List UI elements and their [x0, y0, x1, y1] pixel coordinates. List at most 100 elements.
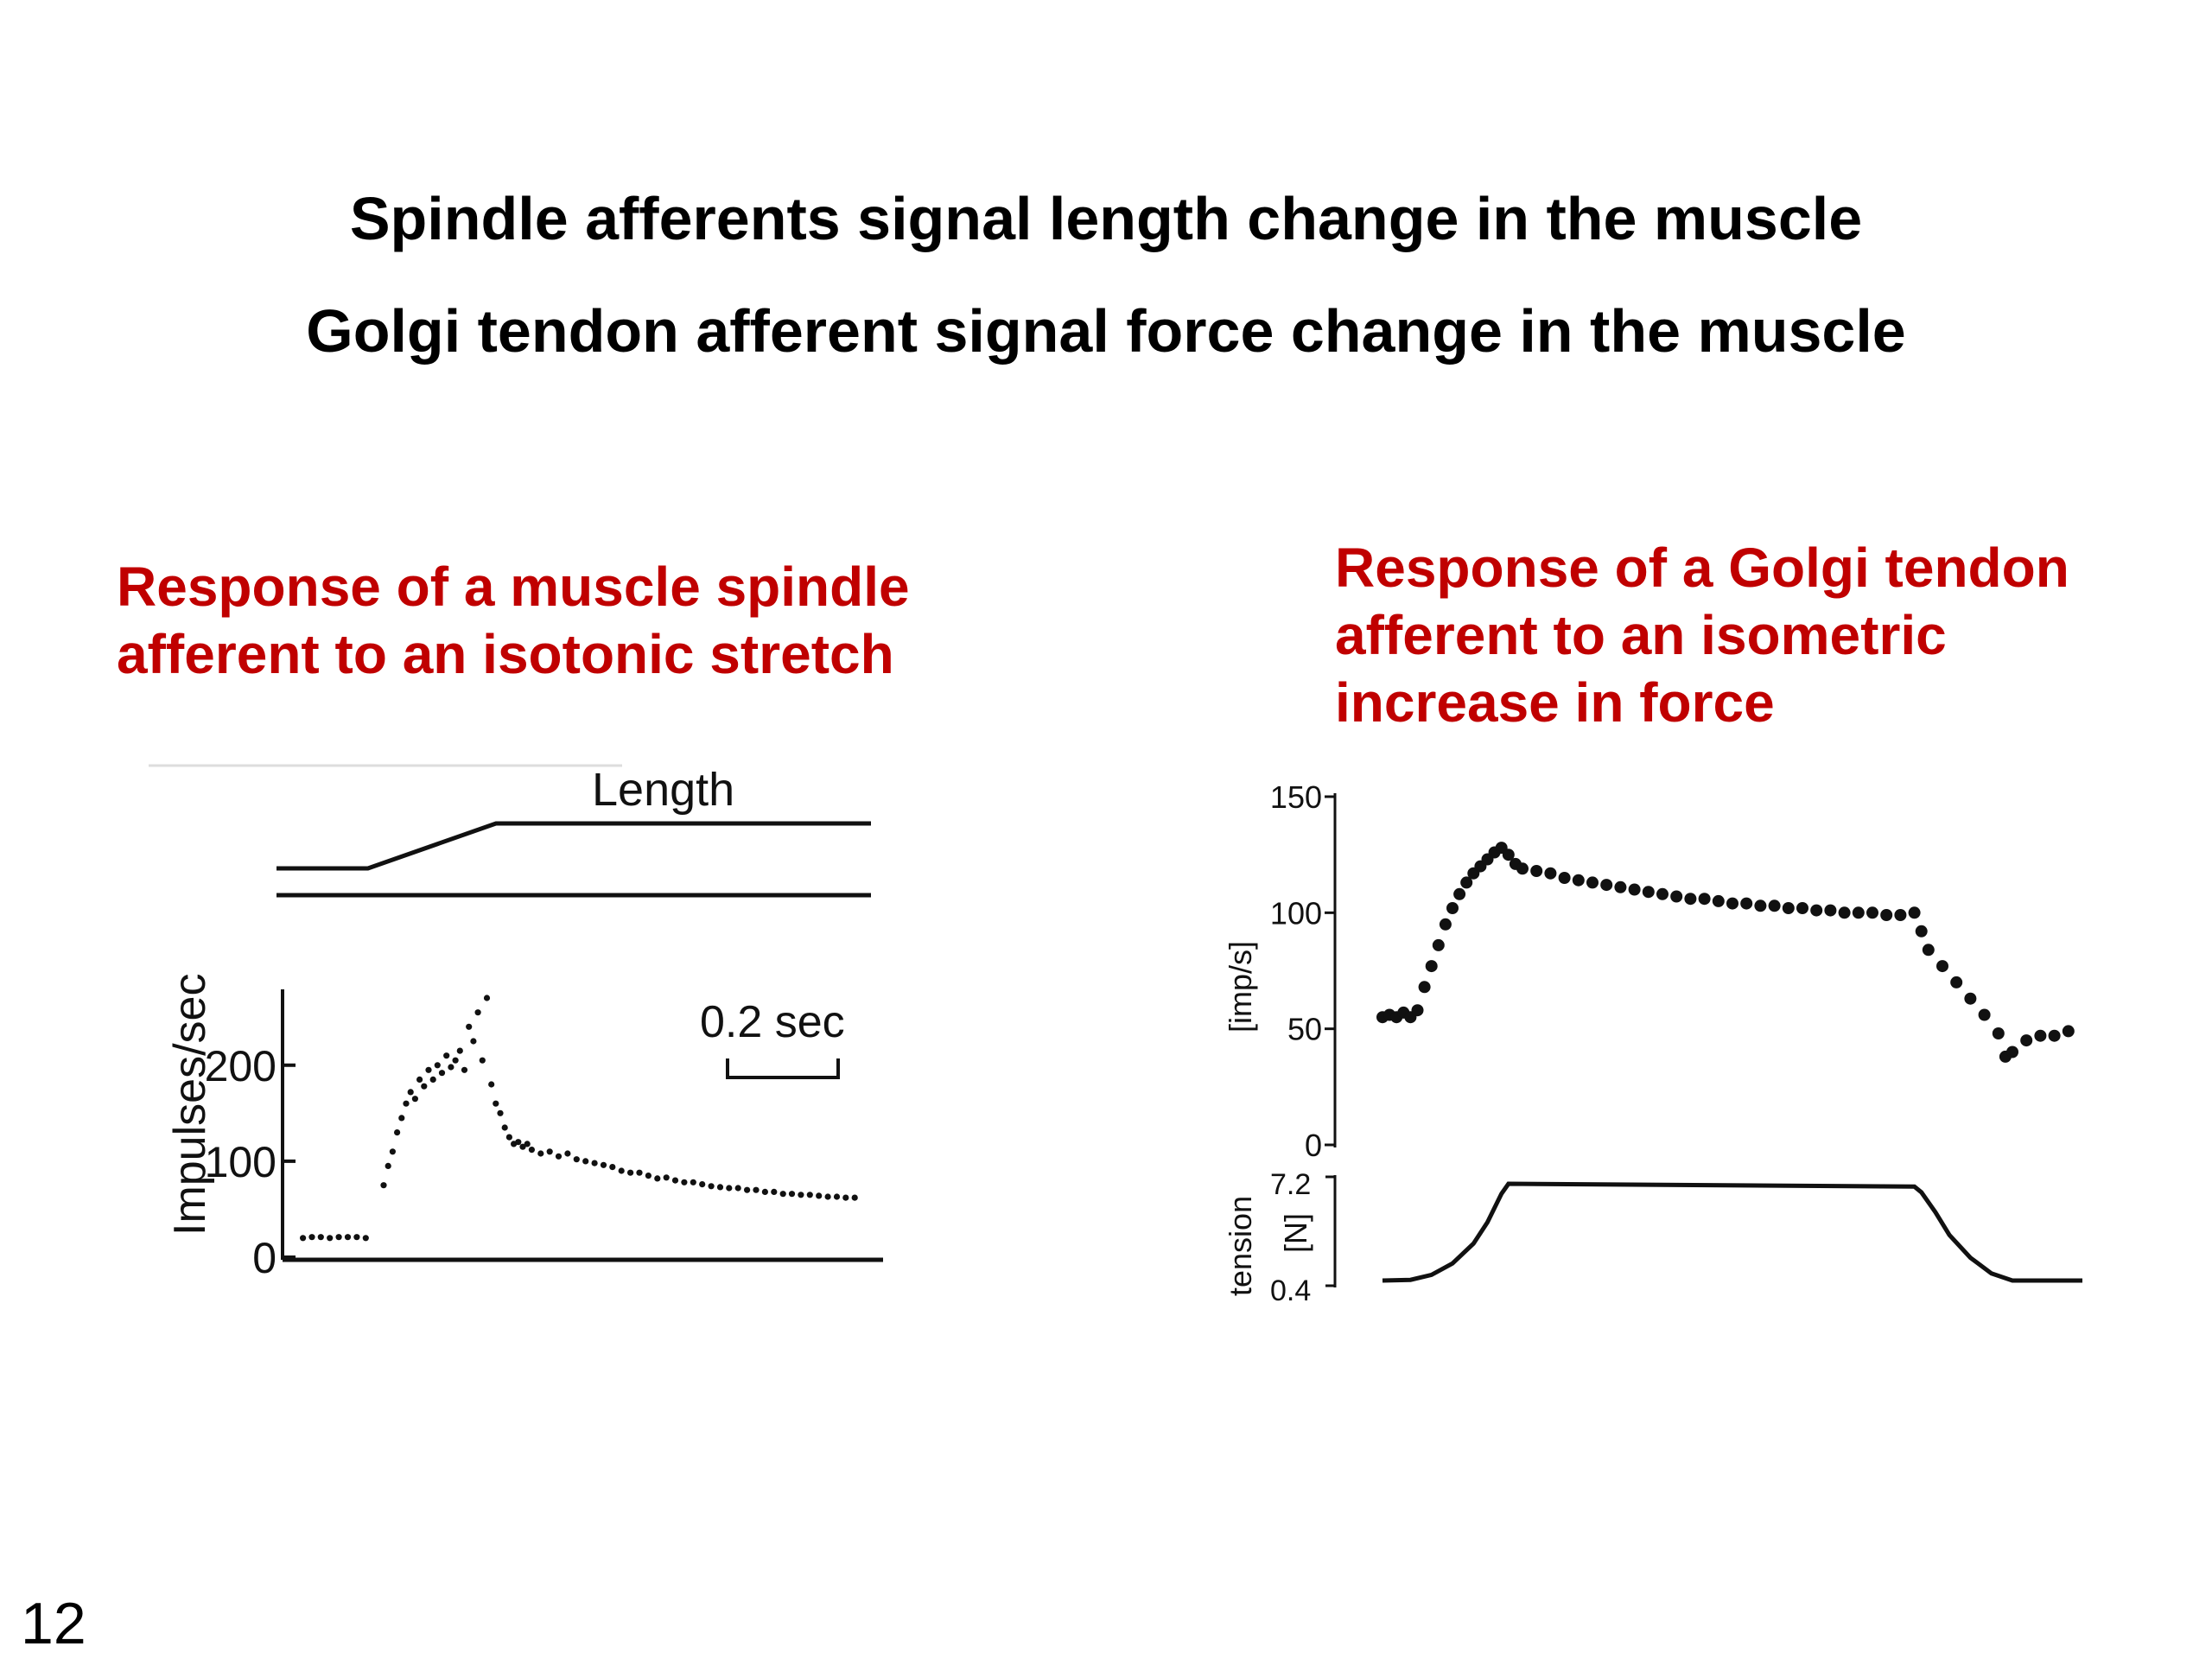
spindle-data-point [708, 1183, 715, 1190]
golgi-data-point [1810, 904, 1823, 917]
spindle-data-point [519, 1143, 526, 1150]
spindle-data-point [389, 1148, 396, 1155]
right-caption-line-3: increase in force [1335, 671, 1775, 734]
golgi-data-point [1670, 890, 1683, 903]
spindle-data-point [425, 1066, 432, 1073]
golgi-data-point [1432, 938, 1445, 951]
spindle-data-point [524, 1141, 531, 1147]
spindle-data-point [537, 1150, 544, 1157]
slide-number: 12 [21, 1591, 86, 1656]
spindle-data-point [470, 1038, 477, 1045]
spindle-data-point [681, 1179, 688, 1185]
golgi-y-label: [imp/s] [1223, 941, 1258, 1033]
tension-label: tension [1223, 1196, 1258, 1296]
spindle-data-point [555, 1153, 563, 1160]
golgi-data-point [1439, 918, 1452, 931]
spindle-data-point [448, 1064, 454, 1071]
right-caption: Response of a Golgi tendon afferent to a… [1335, 534, 2069, 736]
golgi-data-point [1894, 909, 1907, 921]
spindle-data-point [591, 1160, 598, 1166]
tension-tick-bottom-label: 0.4 [1270, 1274, 1311, 1307]
golgi-data-point [1460, 876, 1473, 889]
spindle-y-tick-label: 0 [252, 1234, 276, 1282]
spindle-data-point [690, 1179, 696, 1185]
spindle-y-label: Impulses/sec [165, 974, 215, 1236]
golgi-data-point [1600, 879, 1613, 892]
spindle-data-point [483, 995, 491, 1001]
spindle-data-point [416, 1076, 423, 1083]
spindle-data-point [806, 1192, 813, 1198]
right-caption-line-1: Response of a Golgi tendon [1335, 537, 2069, 599]
spindle-data-point [546, 1148, 553, 1155]
spindle-data-point [407, 1089, 414, 1096]
golgi-data-point [1698, 893, 1711, 906]
spindle-data-point [734, 1185, 741, 1192]
spindle-data-point [779, 1191, 786, 1198]
golgi-data-point [1782, 902, 1795, 914]
left-caption: Response of a muscle spindle afferent to… [117, 553, 910, 688]
golgi-data-point [1586, 876, 1599, 889]
length-trace-label: Length [592, 764, 734, 816]
spindle-y-tick-label: 200 [205, 1042, 276, 1090]
spindle-data-point [443, 1052, 450, 1059]
golgi-data-point [1425, 960, 1438, 973]
spindle-data-point [488, 1081, 495, 1088]
spindle-data-point [788, 1191, 796, 1198]
spindle-data-point [699, 1181, 706, 1188]
spindle-data-point [479, 1057, 486, 1064]
spindle-data-point [833, 1193, 841, 1200]
spindle-data-point [618, 1167, 625, 1174]
spindle-data-point [573, 1156, 580, 1163]
spindle-data-point [609, 1164, 616, 1171]
golgi-data-point [1922, 944, 1935, 957]
golgi-data-point [1936, 960, 1948, 973]
golgi-data-point [1796, 902, 1808, 914]
spindle-data-point [421, 1083, 428, 1090]
spindle-data-point [744, 1186, 751, 1193]
golgi-data-point [1544, 867, 1557, 880]
golgi-data-point [1572, 874, 1585, 887]
spindle-data-point [362, 1235, 369, 1242]
tension-tick-top-label: 7.2 [1270, 1168, 1311, 1201]
spindle-data-point [461, 1066, 468, 1073]
spindle-data-point [753, 1186, 760, 1193]
tension-unit: [N] [1278, 1213, 1313, 1253]
spindle-data-point [466, 1023, 473, 1030]
headline-spindle: Spindle afferents signal length change i… [349, 185, 1863, 252]
golgi-data-point [1880, 909, 1893, 921]
golgi-data-point [2020, 1034, 2033, 1047]
golgi-data-point [1614, 880, 1627, 893]
spindle-data-point [300, 1235, 307, 1242]
spindle-y-tick-label: 100 [205, 1138, 276, 1186]
golgi-data-point [1446, 902, 1459, 914]
spindle-data-point [600, 1161, 607, 1168]
spindle-data-point [582, 1158, 589, 1165]
golgi-y-tick-label: 100 [1270, 895, 1322, 931]
golgi-data-point [1964, 992, 1977, 1005]
spindle-data-point [327, 1235, 334, 1242]
scale-bar [726, 1058, 840, 1079]
spindle-data-point [434, 1062, 441, 1069]
golgi-data-point [1453, 887, 1466, 900]
spindle-data-point [452, 1057, 459, 1064]
golgi-data-point [1642, 886, 1655, 899]
spindle-data-point [344, 1234, 352, 1241]
spindle-data-point [398, 1115, 405, 1122]
spindle-data-point [308, 1234, 315, 1241]
golgi-data-point [1418, 981, 1431, 994]
spindle-data-point [403, 1100, 410, 1107]
golgi-data-point [2062, 1025, 2075, 1038]
spindle-data-point [474, 1009, 481, 1016]
spindle-data-point [456, 1047, 463, 1054]
spindle-data-point [716, 1184, 724, 1191]
golgi-data-point [1628, 883, 1641, 896]
golgi-data-point [2034, 1029, 2047, 1042]
length-trace [276, 821, 871, 871]
golgi-data-point [1740, 897, 1753, 910]
golgi-data-point [1992, 1027, 2005, 1039]
spindle-data-point [353, 1234, 360, 1241]
golgi-data-point [1558, 872, 1571, 884]
golgi-data-point [1684, 893, 1697, 906]
spindle-data-point [438, 1070, 446, 1077]
